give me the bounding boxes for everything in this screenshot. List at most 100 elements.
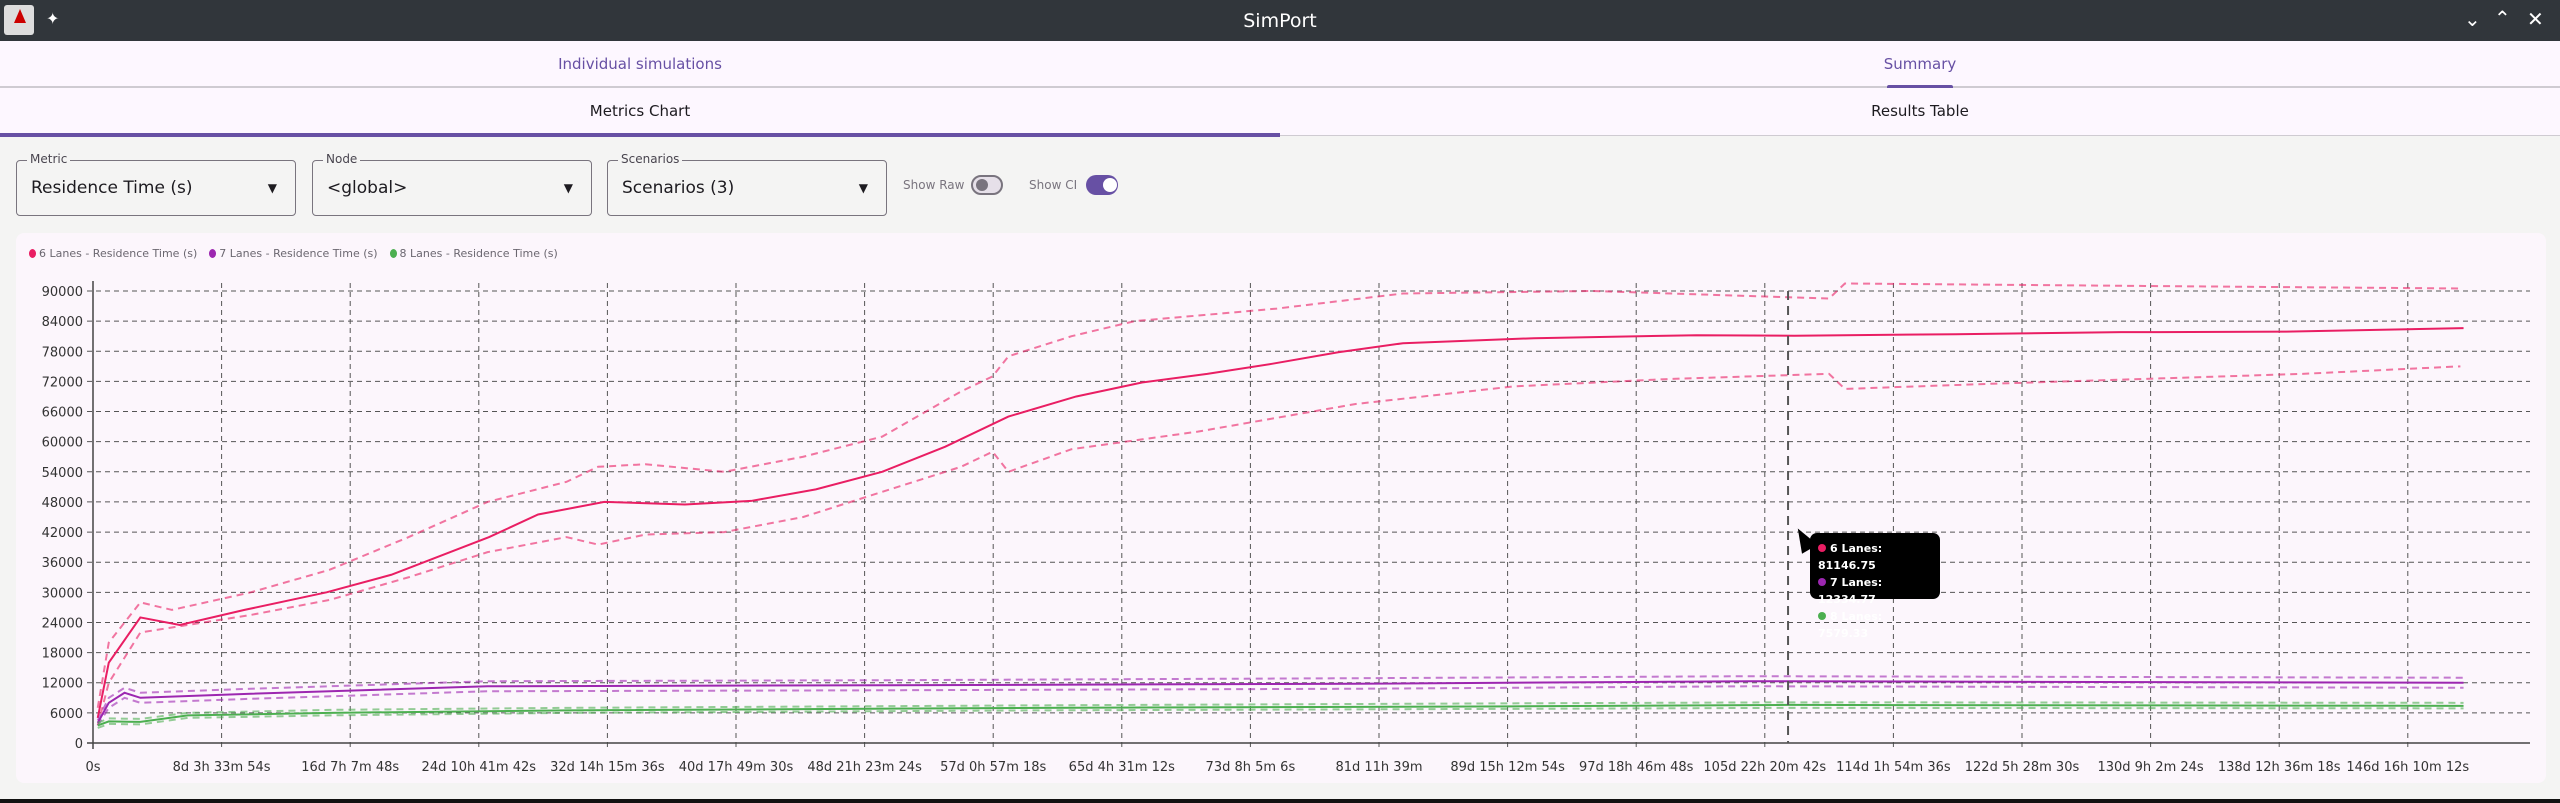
- sub-tabs: Metrics Chart Results Table: [0, 88, 2560, 137]
- tooltip-line: 8 Lanes: 7579.33: [1818, 608, 1932, 642]
- x-tick-label: 8d 3h 33m 54s: [173, 760, 271, 775]
- x-tick-label: 48d 21h 23m 24s: [807, 760, 922, 775]
- x-tick-label: 97d 18h 46m 48s: [1579, 760, 1694, 775]
- legend-label: 7 Lanes - Residence Time (s): [219, 247, 378, 260]
- scenarios-dropdown[interactable]: Scenarios Scenarios (3) ▼: [607, 152, 887, 216]
- ci-lower-line: [96, 685, 2464, 726]
- bottom-bar: [0, 799, 2560, 803]
- active-tab-indicator: [1887, 85, 1953, 88]
- y-tick-label: 18000: [42, 647, 83, 662]
- node-dropdown[interactable]: Node <global> ▼: [312, 152, 592, 216]
- ci-upper-line: [97, 701, 2464, 724]
- x-tick-label: 122d 5h 28m 30s: [1965, 760, 2080, 775]
- series-dot: [1818, 544, 1826, 552]
- metric-dropdown[interactable]: Metric Residence Time (s) ▼: [16, 152, 296, 216]
- series-line: [97, 703, 2464, 727]
- x-tick-label: 130d 9h 2m 24s: [2097, 760, 2203, 775]
- tab-label: Metrics Chart: [589, 102, 691, 120]
- legend-dot: [29, 249, 36, 258]
- metric-label: Metric: [27, 152, 71, 166]
- chart-legend: 6 Lanes - Residence Time (s) 7 Lanes - Re…: [29, 247, 558, 260]
- dropdown-arrow-icon: ▼: [858, 181, 868, 195]
- y-tick-label: 30000: [42, 586, 83, 601]
- series-dot: [1818, 612, 1826, 620]
- tooltip-line: 6 Lanes: 81146.75: [1818, 540, 1932, 574]
- minimize-icon[interactable]: ⌄: [2464, 7, 2481, 31]
- tab-individual-simulations[interactable]: Individual simulations: [0, 41, 1280, 86]
- chart-tooltip: 6 Lanes: 81146.75 7 Lanes: 12334.77 8 La…: [1810, 533, 1940, 640]
- node-value: <global>: [327, 178, 408, 198]
- maximize-icon[interactable]: ⌃: [2494, 6, 2511, 30]
- show-raw-toggle[interactable]: [971, 175, 1003, 195]
- tooltip-text: 8 Lanes: 7579.33: [1818, 610, 1883, 640]
- window-title: SimPort: [1243, 10, 1317, 32]
- y-tick-label: 84000: [42, 315, 83, 330]
- tab-results-table[interactable]: Results Table: [1280, 88, 2560, 135]
- scenarios-value: Scenarios (3): [622, 178, 735, 198]
- x-tick-label: 65d 4h 31m 12s: [1069, 760, 1175, 775]
- legend-item[interactable]: 7 Lanes - Residence Time (s): [209, 247, 378, 260]
- ci-lower-line: [97, 706, 2464, 729]
- line-chart: 0 6000 12000 18000 24000 30000 36000 42000 48000…: [42, 281, 2530, 775]
- tooltip-line: 7 Lanes: 12334.77: [1818, 574, 1932, 608]
- y-tick-label: 78000: [42, 345, 83, 360]
- x-tick-label: 81d 11h 39m: [1335, 760, 1422, 775]
- x-tick-label: 73d 8h 5m 6s: [1206, 760, 1296, 775]
- x-tick-label: 57d 0h 57m 18s: [940, 760, 1046, 775]
- legend-item[interactable]: 6 Lanes - Residence Time (s): [29, 247, 197, 260]
- y-tick-label: 42000: [42, 526, 83, 541]
- legend-label: 8 Lanes - Residence Time (s): [399, 247, 558, 260]
- series-line: [96, 327, 2464, 719]
- x-tick-label: 16d 7h 7m 48s: [301, 760, 399, 775]
- tab-label: Results Table: [1871, 102, 1969, 120]
- x-tick-label: 146d 16h 10m 12s: [2346, 760, 2469, 775]
- y-tick-label: 0: [75, 737, 83, 752]
- x-tick-label: 0s: [85, 760, 100, 775]
- y-tick-label: 6000: [50, 707, 83, 722]
- legend-label: 6 Lanes - Residence Time (s): [39, 247, 198, 260]
- x-tick-label: 32d 14h 15m 36s: [550, 760, 665, 775]
- series-line: [96, 680, 2464, 724]
- metric-value: Residence Time (s): [31, 178, 193, 198]
- x-tick-label: 24d 10h 41m 42s: [422, 760, 537, 775]
- y-tick-label: 48000: [42, 496, 83, 511]
- x-tick-label: 40d 17h 49m 30s: [679, 760, 794, 775]
- app-icon: [4, 5, 34, 35]
- tab-label: Summary: [1883, 55, 1957, 73]
- y-tick-label: 90000: [42, 285, 83, 300]
- dropdown-arrow-icon: ▼: [267, 181, 277, 195]
- y-tick-label: 24000: [42, 616, 83, 631]
- x-tick-label: 114d 1h 54m 36s: [1836, 760, 1951, 775]
- y-tick-label: 60000: [42, 436, 83, 451]
- tooltip-text: 7 Lanes: 12334.77: [1818, 576, 1883, 606]
- ci-lower-line: [96, 365, 2461, 726]
- dropdown-arrow-icon: ▼: [563, 181, 573, 195]
- node-label: Node: [323, 152, 361, 166]
- y-tick-label: 36000: [42, 556, 83, 571]
- show-ci-toggle[interactable]: [1086, 175, 1118, 195]
- legend-dot: [209, 249, 217, 258]
- y-tick-label: 66000: [42, 406, 83, 421]
- legend-item[interactable]: 8 Lanes - Residence Time (s): [389, 247, 558, 260]
- x-tick-label: 138d 12h 36m 18s: [2218, 760, 2341, 775]
- series-dot: [1818, 578, 1826, 586]
- pin-icon[interactable]: ✦: [46, 9, 60, 28]
- legend-dot: [389, 249, 397, 258]
- close-icon[interactable]: ✕: [2527, 7, 2544, 31]
- x-tick-label: 89d 15h 12m 54s: [1450, 760, 1565, 775]
- main-tabs: Individual simulations Summary: [0, 41, 2560, 88]
- y-tick-label: 12000: [42, 677, 83, 692]
- chart-card: 6 Lanes - Residence Time (s) 7 Lanes - Re…: [16, 233, 2546, 783]
- tab-metrics-chart[interactable]: Metrics Chart: [0, 88, 1280, 137]
- tab-summary[interactable]: Summary: [1280, 41, 2560, 88]
- ci-upper-line: [96, 282, 2461, 709]
- title-bar: ✦ SimPort ⌄ ⌃ ✕: [0, 0, 2560, 41]
- tab-label: Individual simulations: [558, 55, 722, 73]
- show-raw-label: Show Raw: [903, 178, 965, 192]
- y-tick-label: 72000: [42, 375, 83, 390]
- tooltip-text: 6 Lanes: 81146.75: [1818, 542, 1883, 572]
- ci-upper-line: [96, 675, 2464, 721]
- show-ci-label: Show CI: [1029, 178, 1078, 192]
- x-tick-label: 105d 22h 20m 42s: [1703, 760, 1826, 775]
- scenarios-label: Scenarios: [618, 152, 683, 166]
